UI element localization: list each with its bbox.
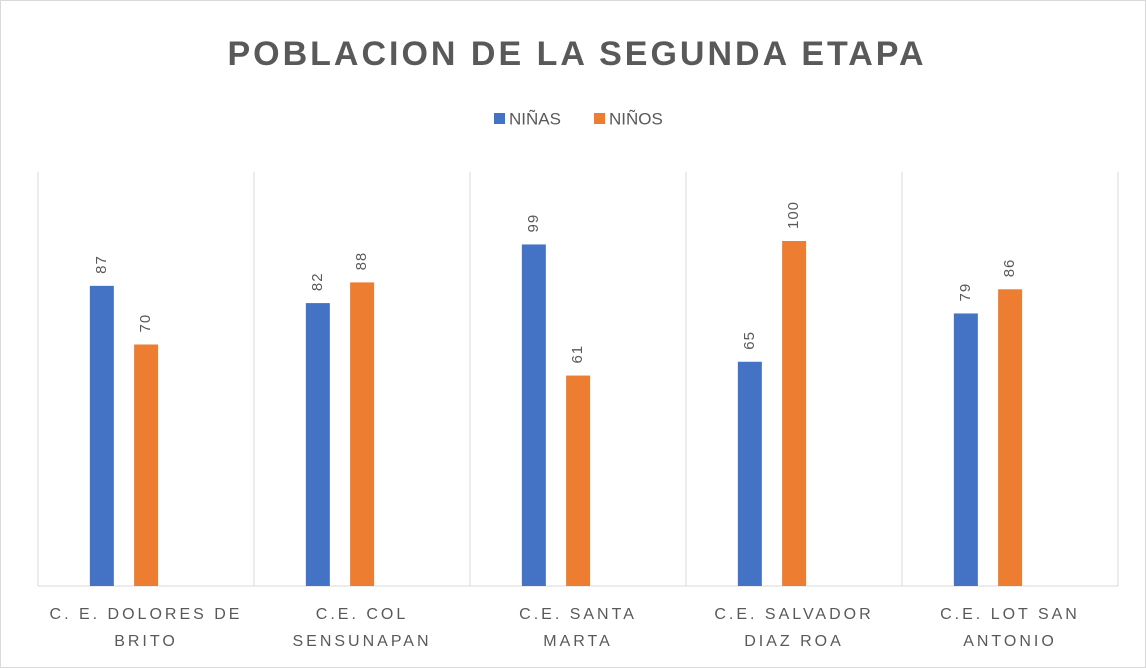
bar	[566, 375, 591, 586]
legend-label: NIÑOS	[609, 109, 663, 128]
x-tick-label: ANTONIO	[963, 633, 1057, 650]
x-tick-label: DIAZ ROA	[744, 633, 844, 650]
x-tick-label: BRITO	[114, 633, 178, 650]
value-label: 99	[525, 214, 542, 233]
legend-swatch	[494, 113, 505, 124]
bar	[737, 361, 762, 586]
bar	[305, 303, 330, 586]
value-label: 86	[1001, 259, 1018, 278]
x-tick-label: MARTA	[543, 633, 613, 650]
legend-swatch	[594, 113, 605, 124]
x-tick-label: C.E. COL	[316, 606, 408, 623]
x-tick-label: SENSUNAPAN	[292, 633, 431, 650]
value-label: 88	[353, 252, 370, 271]
x-tick-label: C. E. DOLORES DE	[50, 606, 243, 623]
value-label: 70	[137, 314, 154, 333]
bar	[953, 313, 978, 586]
bar	[521, 244, 546, 586]
value-label: 87	[93, 255, 110, 274]
x-tick-label: C.E. SALVADOR	[714, 606, 873, 623]
value-label: 100	[785, 201, 802, 229]
bar	[782, 241, 807, 586]
bar	[350, 282, 375, 586]
x-tick-label: C.E. SANTA	[519, 606, 637, 623]
bar	[998, 289, 1023, 586]
chart-title: POBLACION DE LA SEGUNDA ETAPA	[227, 35, 926, 73]
value-label: 82	[309, 272, 326, 291]
value-label: 61	[569, 345, 586, 364]
x-tick-label: C.E. LOT SAN	[940, 606, 1080, 623]
value-label: 79	[957, 283, 974, 302]
value-label: 65	[741, 331, 758, 350]
bar	[134, 344, 159, 586]
legend-label: NIÑAS	[509, 109, 561, 128]
bar	[89, 285, 114, 586]
